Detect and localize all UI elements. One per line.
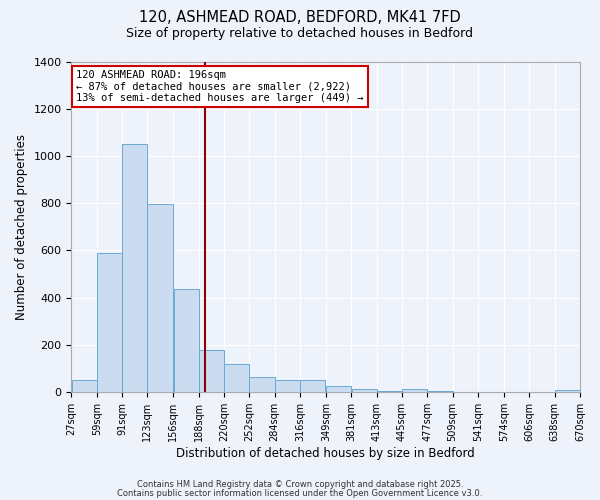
Bar	[555, 390, 580, 392]
Text: 120, ASHMEAD ROAD, BEDFORD, MK41 7FD: 120, ASHMEAD ROAD, BEDFORD, MK41 7FD	[139, 10, 461, 25]
Bar	[148, 204, 173, 392]
X-axis label: Distribution of detached houses by size in Bedford: Distribution of detached houses by size …	[176, 447, 475, 460]
Bar	[326, 386, 351, 392]
Bar	[71, 380, 97, 392]
Text: Contains public sector information licensed under the Open Government Licence v3: Contains public sector information licen…	[118, 488, 482, 498]
Bar	[250, 377, 275, 392]
Bar	[352, 388, 377, 392]
Y-axis label: Number of detached properties: Number of detached properties	[15, 134, 28, 320]
Bar	[275, 380, 300, 392]
Bar	[300, 380, 325, 392]
Text: 120 ASHMEAD ROAD: 196sqm
← 87% of detached houses are smaller (2,922)
13% of sem: 120 ASHMEAD ROAD: 196sqm ← 87% of detach…	[76, 70, 364, 103]
Bar	[427, 391, 452, 392]
Bar	[199, 350, 224, 392]
Bar	[173, 290, 199, 392]
Text: Contains HM Land Registry data © Crown copyright and database right 2025.: Contains HM Land Registry data © Crown c…	[137, 480, 463, 489]
Bar	[122, 144, 147, 392]
Bar	[402, 388, 427, 392]
Bar	[224, 364, 249, 392]
Text: Size of property relative to detached houses in Bedford: Size of property relative to detached ho…	[127, 28, 473, 40]
Bar	[377, 391, 402, 392]
Bar	[97, 253, 122, 392]
